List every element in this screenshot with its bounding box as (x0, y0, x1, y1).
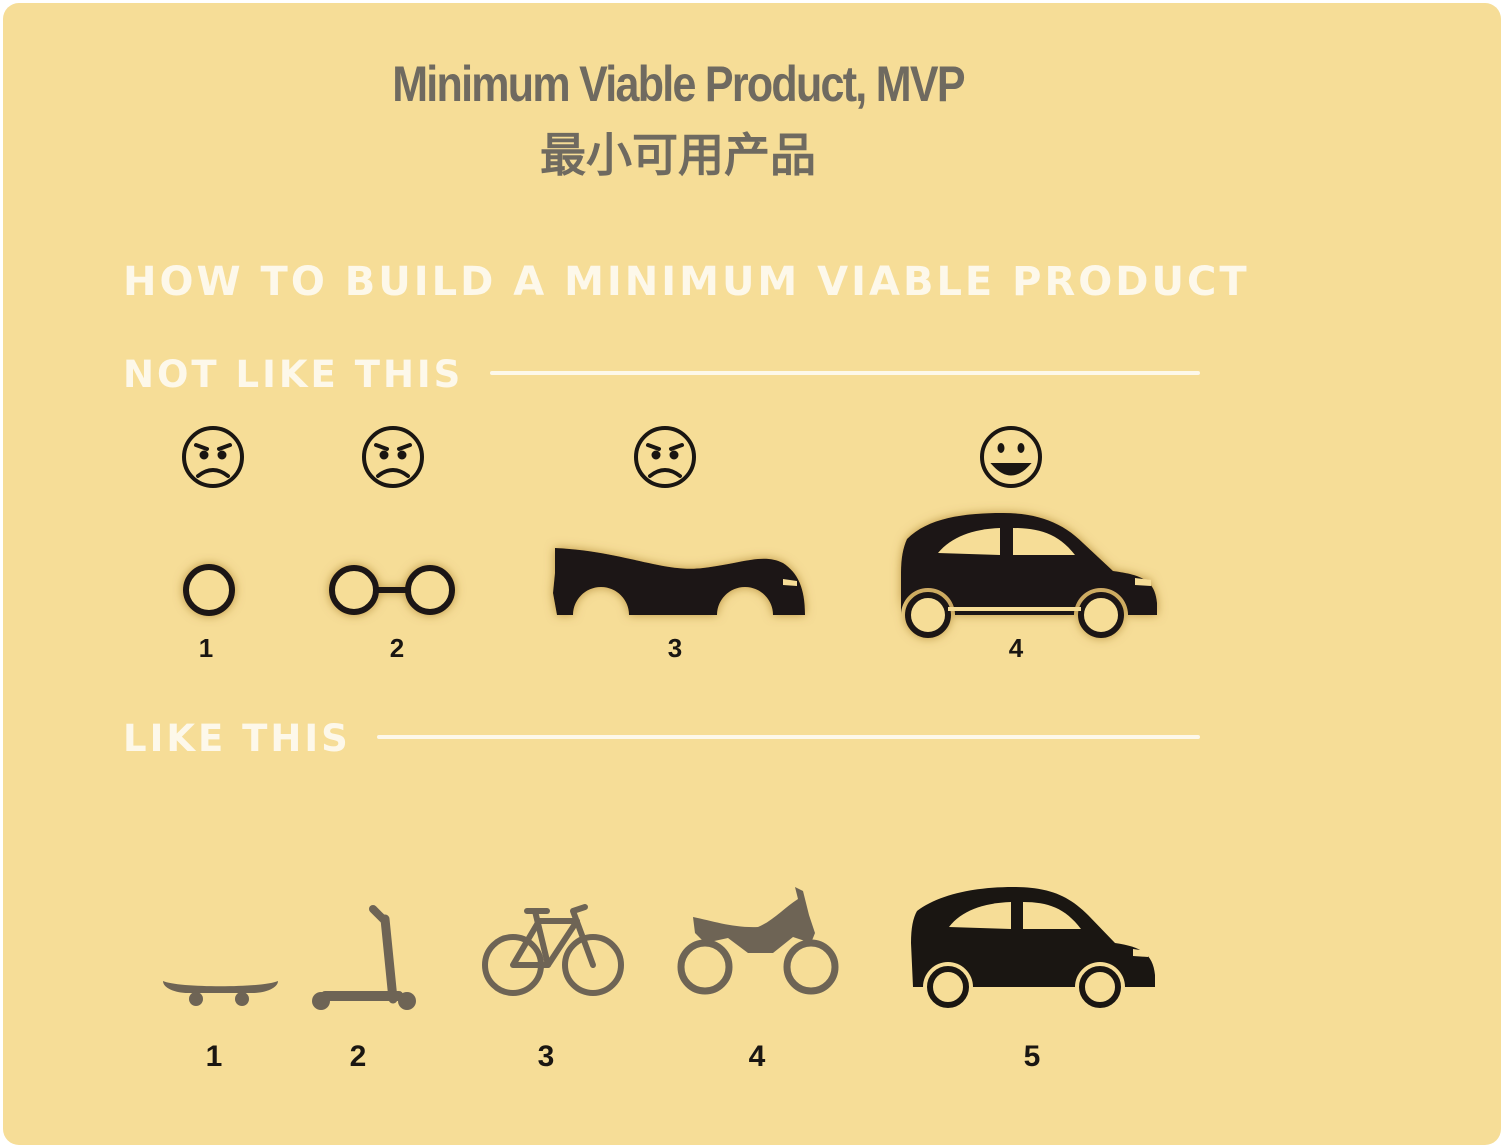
motorcycle-icon (677, 887, 839, 995)
not-like-this-step-number: 4 (1008, 633, 1024, 663)
not-like-this-divider (490, 371, 1200, 375)
main-heading: HOW TO BUILD A MINIMUM VIABLE PRODUCT (123, 259, 1250, 305)
like-this-step-number: 5 (1023, 1040, 1041, 1073)
not-like-this-step-number: 3 (667, 633, 683, 663)
like-this-label: LIKE THIS (123, 717, 351, 760)
car-icon (911, 887, 1155, 1008)
not-like-this-step-number: 2 (389, 633, 405, 663)
like-this-step-number: 1 (205, 1040, 223, 1073)
like-this-divider (377, 735, 1200, 739)
title-chinese: 最小可用产品 (540, 128, 816, 182)
illustration-canvas (163, 426, 1157, 1010)
car-body-icon (553, 548, 805, 615)
two-wheels-icon (329, 565, 455, 615)
sad-face-icon (182, 426, 244, 488)
sad-face-icon (634, 426, 696, 488)
skateboard-icon (163, 981, 278, 1006)
slide: Minimum Viable Product, MVP 最小可用产品 HOW T… (3, 3, 1501, 1145)
car-icon (901, 513, 1157, 638)
wheel-icon (183, 564, 235, 616)
like-this-step-number: 4 (748, 1040, 766, 1073)
not-like-this-label: NOT LIKE THIS (123, 353, 464, 396)
happy-face-icon (980, 426, 1042, 488)
like-this-step-number: 2 (349, 1040, 367, 1073)
sad-face-icon (362, 426, 424, 488)
bicycle-icon (482, 904, 624, 996)
scooter-icon (312, 905, 416, 1010)
title-english: Minimum Viable Product, MVP (392, 56, 965, 112)
like-this-step-number: 3 (537, 1040, 555, 1073)
not-like-this-step-number: 1 (198, 633, 214, 663)
